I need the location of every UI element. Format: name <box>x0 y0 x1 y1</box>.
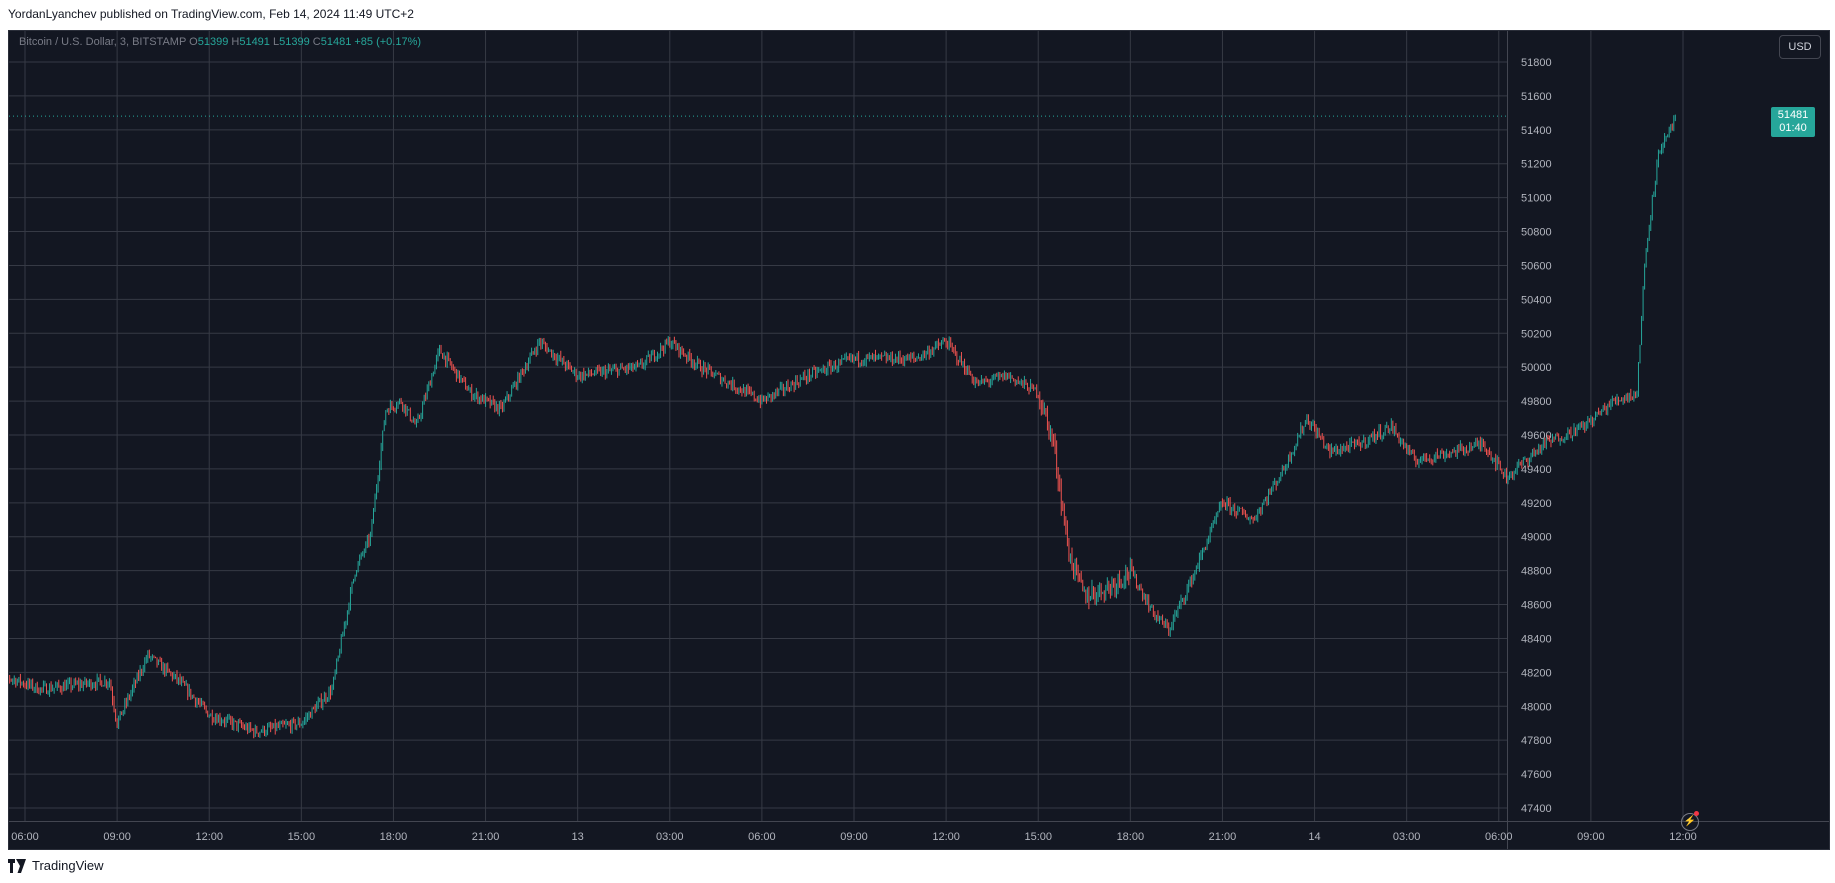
legend-change: +85 (+0.17%) <box>354 36 422 48</box>
x-tick-label: 15:00 <box>1024 831 1052 843</box>
x-tick-label: 12:00 <box>1669 831 1697 843</box>
bar-countdown: 01:40 <box>1779 122 1807 135</box>
y-tick-label: 50800 <box>1521 227 1552 239</box>
y-tick-label: 50600 <box>1521 260 1552 272</box>
lightning-icon[interactable]: ⚡ <box>1681 813 1699 831</box>
last-price-value: 51481 <box>1777 109 1809 122</box>
y-tick-label: 48800 <box>1521 566 1552 578</box>
currency-button[interactable]: USD <box>1779 35 1821 59</box>
y-tick-label: 49600 <box>1521 430 1552 442</box>
x-tick-label: 09:00 <box>103 831 131 843</box>
x-tick-label: 06:00 <box>748 831 776 843</box>
last-price-tag: 51481 01:40 <box>1771 107 1815 138</box>
y-tick-label: 48600 <box>1521 600 1552 612</box>
y-tick-label: 51000 <box>1521 193 1552 205</box>
x-tick-label: 13 <box>572 831 584 843</box>
x-tick-label: 14 <box>1308 831 1320 843</box>
x-tick-label: 06:00 <box>11 831 39 843</box>
legend-open-label: O <box>189 36 198 48</box>
x-tick-label: 15:00 <box>288 831 316 843</box>
y-tick-label: 51600 <box>1521 91 1552 103</box>
y-tick-label: 49000 <box>1521 532 1552 544</box>
y-tick-label: 49200 <box>1521 498 1552 510</box>
footer-brand: TradingView <box>32 858 104 873</box>
y-tick-label: 50200 <box>1521 328 1552 340</box>
legend-low-label: L <box>272 36 280 48</box>
x-tick-label: 09:00 <box>840 831 868 843</box>
legend-high-value: 51491 <box>239 36 270 48</box>
x-tick-label: 21:00 <box>472 831 500 843</box>
y-tick-label: 49400 <box>1521 464 1552 476</box>
legend-high-label: H <box>231 36 240 48</box>
y-tick-label: 48400 <box>1521 633 1552 645</box>
y-tick-label: 49800 <box>1521 396 1552 408</box>
publish-caption: YordanLyanchev published on TradingView.… <box>8 7 414 21</box>
footer-branding: TradingView <box>8 858 104 873</box>
y-tick-label: 50400 <box>1521 294 1552 306</box>
y-tick-label: 51400 <box>1521 125 1552 137</box>
y-tick-label: 47600 <box>1521 769 1552 781</box>
tradingview-logo-icon <box>8 858 26 873</box>
symbol-legend: Bitcoin / U.S. Dollar, 3, BITSTAMP O5139… <box>19 36 421 48</box>
legend-open-value: 51399 <box>197 36 229 48</box>
legend-close-label: C <box>312 36 321 48</box>
x-tick-label: 18:00 <box>380 831 408 843</box>
y-tick-label: 48200 <box>1521 667 1552 679</box>
y-tick-label: 48000 <box>1521 701 1552 713</box>
y-tick-label: 50000 <box>1521 362 1552 374</box>
x-tick-label: 12:00 <box>195 831 223 843</box>
y-tick-label: 47400 <box>1521 803 1552 815</box>
x-tick-label: 06:00 <box>1485 831 1513 843</box>
legend-symbol: Bitcoin / U.S. Dollar, 3, BITSTAMP <box>19 36 187 48</box>
x-tick-label: 03:00 <box>656 831 684 843</box>
y-tick-label: 47800 <box>1521 735 1552 747</box>
legend-close-value: 51481 <box>320 36 352 48</box>
x-tick-label: 09:00 <box>1577 831 1605 843</box>
x-tick-label: 21:00 <box>1209 831 1237 843</box>
x-tick-label: 12:00 <box>932 831 960 843</box>
x-tick-label: 18:00 <box>1117 831 1145 843</box>
alert-dot <box>1694 811 1699 816</box>
x-tick-label: 03:00 <box>1393 831 1421 843</box>
legend-low-value: 51399 <box>279 36 310 48</box>
candlestick-chart[interactable]: 47400 47600 47800 48000 48200 48400 48600 48800… <box>9 31 1830 850</box>
chart-panel[interactable]: 47400 47600 47800 48000 48200 48400 48600 48800… <box>8 30 1830 850</box>
y-tick-label: 51200 <box>1521 159 1552 171</box>
y-tick-label: 51800 <box>1521 57 1552 69</box>
